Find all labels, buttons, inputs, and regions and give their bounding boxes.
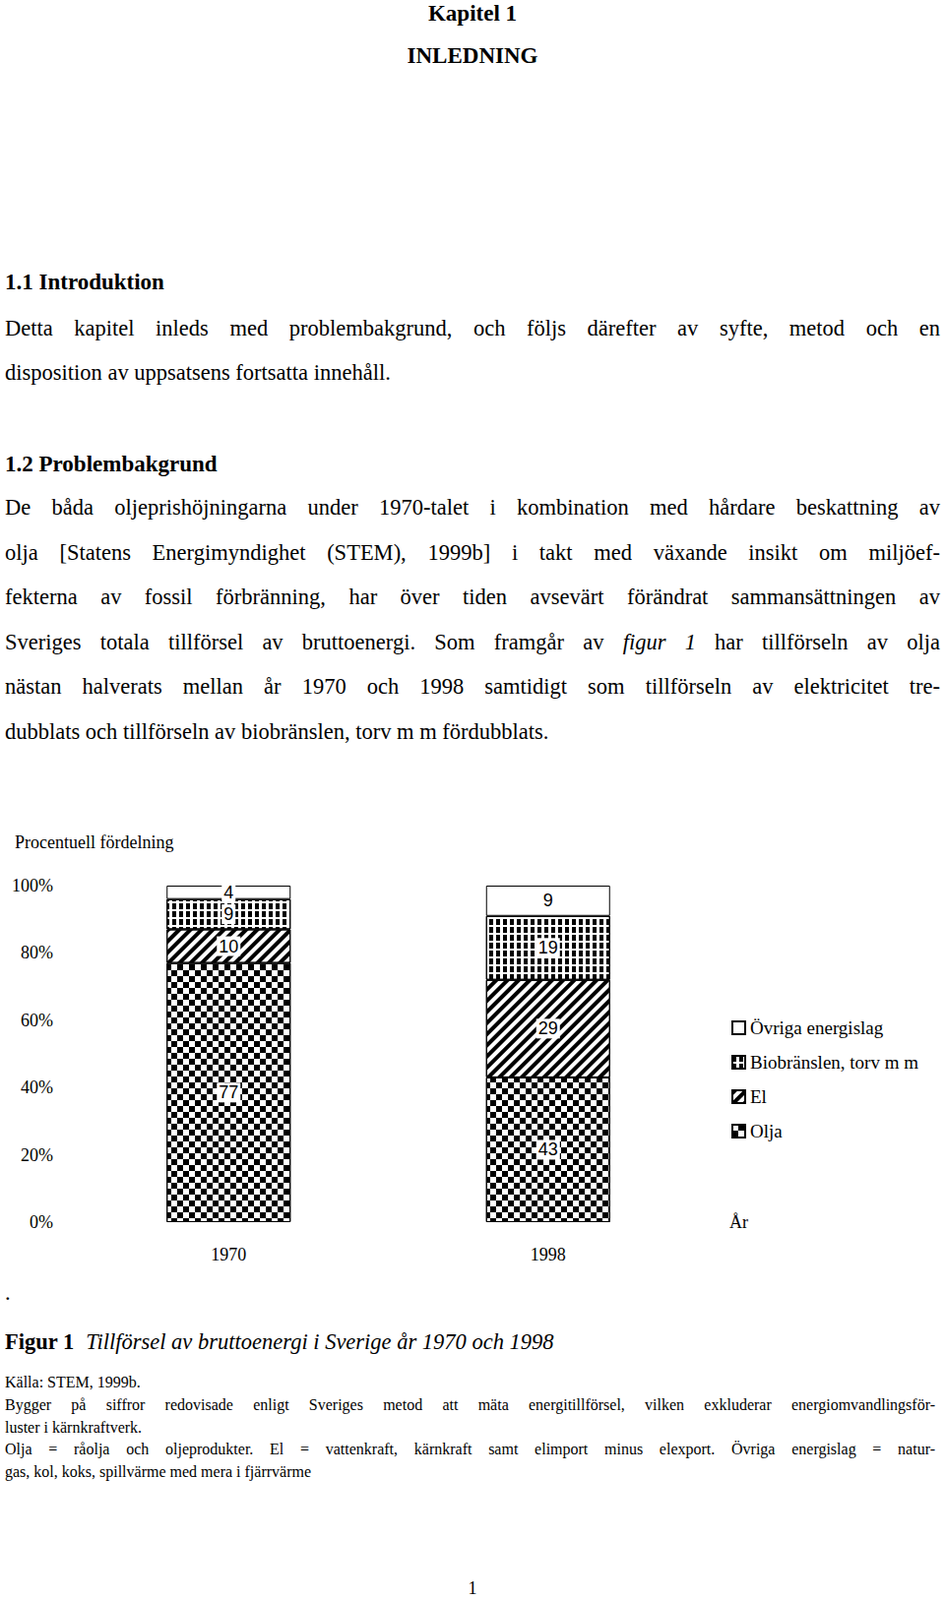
svg-text:60%: 60% — [20, 1010, 54, 1031]
svg-text:80%: 80% — [20, 943, 54, 963]
html-text:Bygger på siffror redovisade e: Bygger på siffror redovisade enligt Sver… — [4, 1396, 936, 1414]
svg-text:1998: 1998 — [530, 1245, 567, 1265]
html-text:De båda oljeprishöjningarna un: De båda oljeprishöjningarna under 1970-t… — [4, 495, 941, 520]
html-text:Sveriges totala tillförsel av: Sveriges totala tillförsel av bruttoener… — [4, 629, 941, 655]
svg-text:40%: 40% — [20, 1077, 54, 1098]
html-text:INLEDNING: INLEDNING — [407, 43, 538, 68]
svg-text:9: 9 — [543, 890, 554, 911]
svg-text:10: 10 — [218, 937, 239, 957]
svg-text:Olja: Olja — [750, 1121, 783, 1142]
html-text:gas, kol, koks, spillvärme med: gas, kol, koks, spillvärme med mera i fj… — [4, 1463, 312, 1481]
svg-text:9: 9 — [223, 904, 234, 925]
svg-text:Biobränslen, torv m m: Biobränslen, torv m m — [750, 1052, 919, 1073]
svg-text:43: 43 — [538, 1139, 559, 1160]
html-text:Kapitel 1: Kapitel 1 — [428, 0, 517, 26]
html-text:nästan halverats mellan år 197: nästan halverats mellan år 1970 och 1998… — [4, 674, 941, 700]
html-text:Detta kapitel inleds med probl: Detta kapitel inleds med problembakgrund… — [4, 315, 941, 341]
svg-text:29: 29 — [538, 1018, 559, 1039]
svg-text:0%: 0% — [29, 1212, 54, 1233]
html-text:Olja = råolja och oljeprodukte: Olja = råolja och oljeprodukter. El = va… — [4, 1441, 936, 1459]
svg-text:20%: 20% — [20, 1145, 54, 1166]
html-text:disposition av uppsatsens fort: disposition av uppsatsens fortsatta inne… — [4, 360, 391, 385]
html-text:fekterna av fossil förbränning: fekterna av fossil förbränning, har över… — [4, 584, 941, 610]
html-text:1.2 Problembakgrund: 1.2 Problembakgrund — [4, 451, 218, 477]
html-text:Tillförsel av bruttoenergi i S: Tillförsel av bruttoenergi i Sverige år … — [85, 1329, 554, 1355]
html-text:1: 1 — [468, 1578, 477, 1599]
html-text:Figur 1: Figur 1 — [4, 1329, 75, 1355]
svg-text:År: År — [729, 1212, 749, 1233]
svg-text:Procentuell fördelning: Procentuell fördelning — [14, 832, 174, 853]
html-text:Källa: STEM, 1999b.: Källa: STEM, 1999b. — [4, 1374, 141, 1391]
svg-text:Övriga energislag: Övriga energislag — [750, 1017, 884, 1039]
html-text:dubblats och tillförseln av bi: dubblats och tillförseln av biobränslen,… — [4, 719, 549, 745]
svg-text:100%: 100% — [11, 876, 54, 896]
svg-text:4: 4 — [223, 882, 234, 903]
svg-text:19: 19 — [538, 938, 559, 958]
html-text:olja [Statens Energimyndighet: olja [Statens Energimyndighet (STEM), 19… — [4, 540, 941, 565]
html-text:1.1 Introduktion: 1.1 Introduktion — [4, 269, 165, 295]
html-text:luster i kärnkraftverk.: luster i kärnkraftverk. — [4, 1419, 142, 1436]
svg-text:1970: 1970 — [210, 1245, 247, 1265]
svg-text:77: 77 — [218, 1082, 239, 1103]
svg-text:El: El — [750, 1086, 767, 1108]
